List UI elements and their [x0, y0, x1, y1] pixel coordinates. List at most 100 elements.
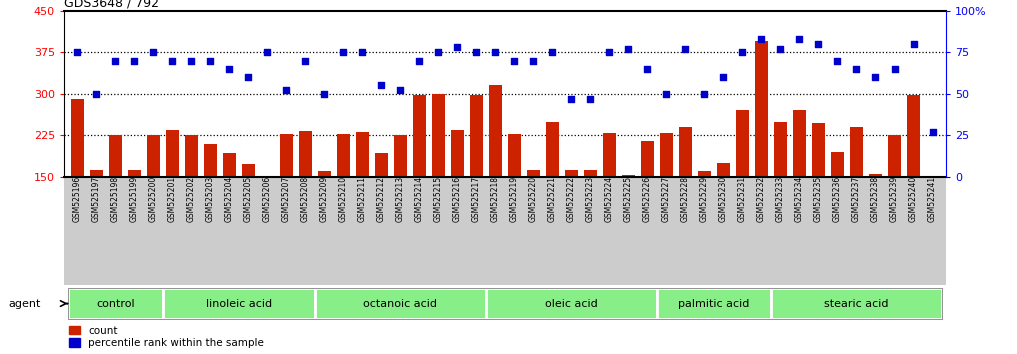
Point — [620, 46, 637, 52]
Bar — [71, 99, 83, 260]
Bar — [318, 171, 331, 260]
Bar — [109, 135, 122, 260]
Bar — [299, 131, 311, 260]
Bar — [432, 94, 444, 260]
Bar — [413, 95, 425, 260]
Point — [297, 58, 313, 63]
Point — [69, 50, 85, 55]
Bar — [281, 134, 293, 260]
Bar — [489, 85, 501, 260]
Bar — [395, 135, 407, 260]
Bar — [546, 121, 558, 260]
Point — [107, 58, 123, 63]
Point — [583, 96, 599, 102]
Bar — [907, 95, 919, 260]
Point — [563, 96, 580, 102]
Point — [601, 50, 617, 55]
Point — [829, 58, 845, 63]
Point — [259, 50, 276, 55]
Bar — [91, 170, 103, 260]
Point — [791, 36, 807, 42]
Point — [487, 50, 503, 55]
Point — [506, 58, 523, 63]
Point — [240, 74, 256, 80]
Bar — [657, 288, 771, 319]
Point — [430, 50, 446, 55]
Point — [393, 88, 409, 93]
Point — [88, 91, 105, 97]
Bar — [793, 110, 805, 260]
Bar — [717, 163, 729, 260]
Bar — [508, 134, 521, 260]
Point — [411, 58, 427, 63]
Point — [924, 129, 941, 135]
Bar — [660, 133, 672, 260]
Bar — [813, 122, 825, 260]
Point — [715, 74, 731, 80]
Bar — [356, 132, 368, 260]
Bar — [870, 174, 882, 260]
Point — [544, 50, 560, 55]
Point — [316, 91, 333, 97]
Legend: count, percentile rank within the sample: count, percentile rank within the sample — [69, 326, 263, 348]
Bar — [622, 175, 635, 260]
Point — [202, 58, 219, 63]
Bar — [642, 141, 654, 260]
Point — [677, 46, 694, 52]
Bar — [565, 170, 578, 260]
Point — [126, 58, 142, 63]
Text: palmitic acid: palmitic acid — [678, 298, 750, 309]
Bar — [338, 134, 350, 260]
Text: control: control — [96, 298, 134, 309]
Bar — [771, 288, 942, 319]
Bar — [163, 288, 315, 319]
Text: oleic acid: oleic acid — [545, 298, 598, 309]
Point — [222, 66, 238, 72]
Bar — [486, 288, 657, 319]
Bar — [527, 170, 540, 260]
Bar — [603, 133, 615, 260]
Bar — [926, 176, 939, 260]
Point — [373, 82, 390, 88]
Bar — [166, 130, 179, 260]
Bar — [68, 288, 163, 319]
Text: GDS3648 / 792: GDS3648 / 792 — [64, 0, 159, 10]
Bar — [736, 110, 749, 260]
Point — [887, 66, 903, 72]
Bar — [128, 170, 140, 260]
Bar — [375, 153, 387, 260]
Point — [640, 66, 656, 72]
Point — [145, 50, 162, 55]
Point — [165, 58, 181, 63]
Point — [734, 50, 751, 55]
Point — [848, 66, 864, 72]
Bar — [679, 127, 692, 260]
Bar — [585, 170, 597, 260]
Bar — [699, 171, 711, 260]
Point — [468, 50, 484, 55]
Point — [526, 58, 542, 63]
Bar — [223, 153, 236, 260]
Point — [811, 41, 827, 47]
Bar — [185, 135, 197, 260]
Bar — [315, 288, 486, 319]
Point — [868, 74, 884, 80]
Point — [450, 44, 466, 50]
Text: agent: agent — [8, 298, 41, 309]
Point — [754, 36, 770, 42]
Text: octanoic acid: octanoic acid — [363, 298, 437, 309]
Bar — [204, 144, 217, 260]
Bar — [756, 41, 768, 260]
Point — [354, 50, 370, 55]
Bar — [470, 95, 483, 260]
Bar — [888, 135, 901, 260]
Bar — [774, 121, 787, 260]
Text: stearic acid: stearic acid — [824, 298, 889, 309]
Bar — [147, 135, 160, 260]
Point — [905, 41, 921, 47]
Bar — [242, 164, 254, 260]
Point — [697, 91, 713, 97]
Point — [336, 50, 352, 55]
Bar — [850, 127, 862, 260]
Point — [772, 46, 788, 52]
